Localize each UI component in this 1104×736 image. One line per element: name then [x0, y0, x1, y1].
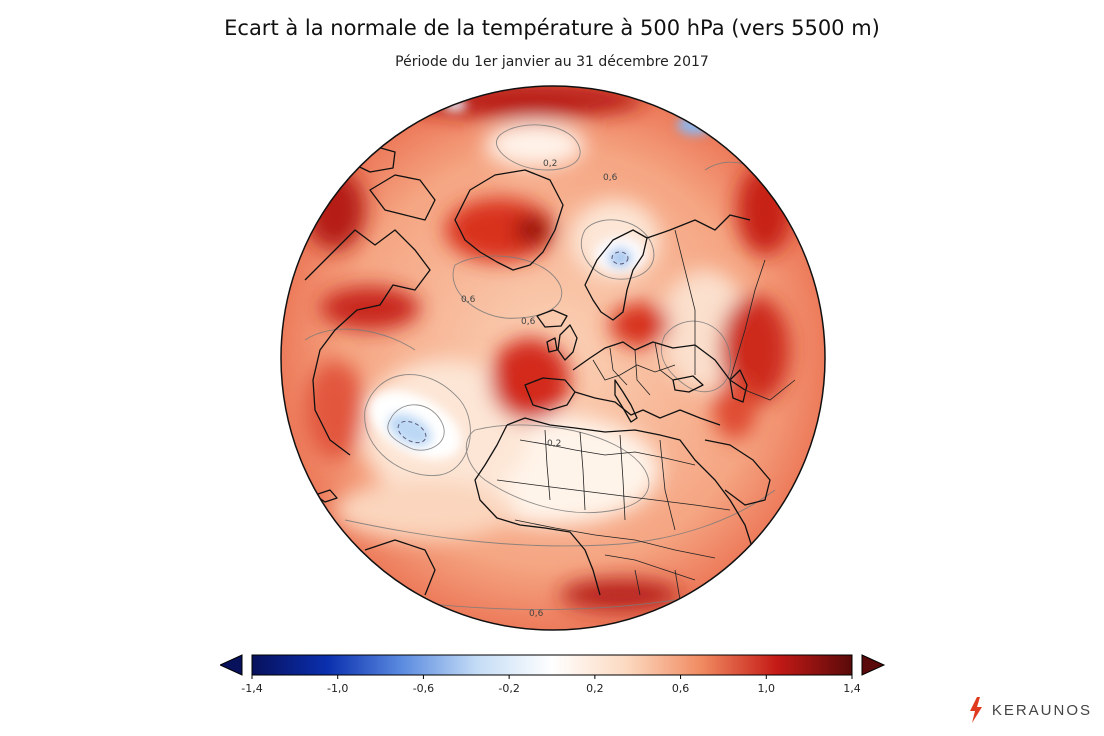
map-title: Ecart à la normale de la température à 5… — [224, 16, 880, 40]
colorbar: -1,4 -1,0 -0,6 -0,2 0,2 0,6 1,0 1,4 — [220, 654, 886, 695]
temperature-anomaly-field — [281, 86, 825, 630]
country-borders — [496, 229, 796, 601]
colorbar-extend-low-arrow — [220, 654, 243, 676]
colorbar-tick-label: -1,4 — [241, 682, 262, 695]
contour-label: 0,6 — [529, 609, 544, 619]
colorbar-tick-label: -0,2 — [498, 682, 519, 695]
colorbar-tick-label: 1,0 — [758, 682, 776, 695]
map-subtitle: Période du 1er janvier au 31 décembre 20… — [395, 54, 709, 70]
coastlines — [304, 144, 771, 609]
negative-contours — [397, 251, 629, 444]
contour-label: 0,6 — [603, 173, 618, 183]
contour-label: 0,6 — [521, 317, 536, 327]
contour-label: 0,6 — [461, 295, 476, 305]
colorbar-tick-label: 0,6 — [672, 682, 690, 695]
brand-name: KERAUNOS — [991, 701, 1092, 719]
brand-logo: KERAUNOS — [968, 697, 1092, 723]
contour-label: 0,2 — [547, 439, 561, 449]
globe-map: 0,2 0,6 0,6 0,6 0,2 0,6 — [280, 85, 826, 631]
colorbar-tick-label: -1,0 — [327, 682, 348, 695]
lightning-bolt-icon — [969, 697, 982, 723]
colorbar-tick-label: -0,6 — [413, 682, 434, 695]
colorbar-tick-label: 0,2 — [586, 682, 604, 695]
colorbar-tick-label: 1,4 — [843, 682, 861, 695]
contour-label: 0,2 — [543, 159, 557, 169]
globe-outline — [280, 85, 826, 631]
colorbar-extend-high-arrow — [861, 654, 886, 676]
colorbar-ramp — [251, 654, 853, 676]
